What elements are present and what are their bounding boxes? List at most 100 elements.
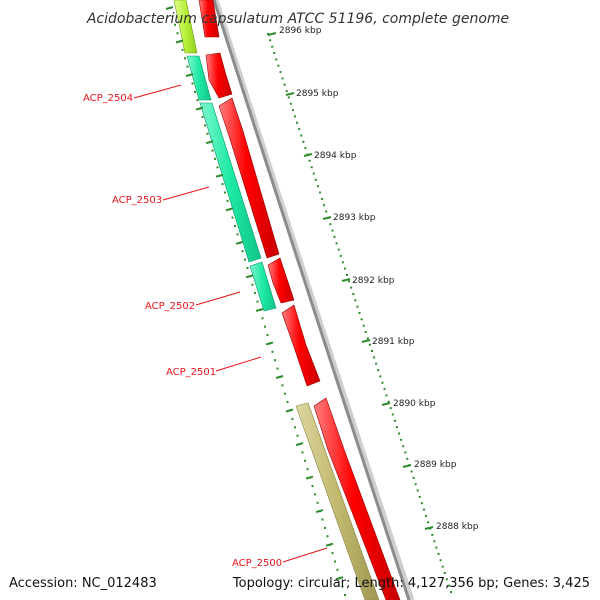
gene-label-acp-2502[interactable]: ACP_2502 bbox=[145, 301, 195, 312]
reverse-cds[interactable] bbox=[295, 402, 380, 600]
inner-ruler-dot bbox=[316, 501, 319, 504]
inner-ruler-tick bbox=[235, 240, 244, 245]
forward-strand-genes bbox=[198, 0, 401, 600]
ruler-dot bbox=[441, 565, 444, 568]
inner-ruler-tick bbox=[165, 6, 174, 10]
ruler-dot bbox=[343, 267, 346, 270]
ruler-dot bbox=[437, 553, 440, 555]
forward-cds[interactable] bbox=[198, 0, 220, 38]
inner-ruler-tick bbox=[185, 73, 194, 78]
reverse-cds[interactable] bbox=[249, 261, 277, 312]
ruler-dot bbox=[383, 388, 386, 391]
ruler-major-tick bbox=[381, 402, 391, 406]
backbone bbox=[212, 0, 411, 600]
inner-ruler-dot bbox=[241, 250, 244, 253]
ruler-dot bbox=[433, 540, 436, 543]
reverse-cds[interactable] bbox=[173, 0, 198, 54]
ruler-dot bbox=[356, 305, 359, 308]
inner-ruler-tick bbox=[325, 542, 334, 547]
inner-ruler-tick bbox=[335, 576, 344, 581]
ruler-dot bbox=[400, 438, 403, 441]
inner-ruler-dot bbox=[181, 48, 184, 51]
ruler-dot bbox=[289, 102, 292, 105]
ruler-major-tick bbox=[361, 339, 371, 343]
backbone-shadow bbox=[213, 0, 415, 600]
ruler-dot bbox=[387, 400, 390, 403]
inner-ruler-dot bbox=[274, 359, 276, 362]
inner-ruler-tick bbox=[225, 207, 234, 212]
forward-cds[interactable] bbox=[205, 52, 233, 99]
inner-ruler-dot bbox=[296, 434, 299, 437]
reverse-strand-genes bbox=[173, 0, 380, 600]
ruler-major-tick bbox=[402, 464, 412, 468]
ruler-dot bbox=[445, 578, 448, 581]
inner-ruler-dot bbox=[334, 560, 336, 563]
ruler-dot bbox=[398, 432, 400, 435]
ruler-dot bbox=[281, 77, 284, 80]
inner-ruler-dot bbox=[284, 392, 286, 395]
inner-ruler-dot bbox=[214, 157, 216, 160]
ruler-dot bbox=[358, 312, 361, 314]
inner-ruler-dot bbox=[324, 526, 326, 529]
ruler-dot bbox=[350, 286, 353, 289]
kbp-tick-label: 2892 kbp bbox=[352, 276, 395, 286]
gene-label-acp-2503[interactable]: ACP_2503 bbox=[112, 195, 162, 206]
forward-cds[interactable] bbox=[218, 97, 280, 259]
accession-text: Accession: NC_012483 bbox=[9, 576, 157, 591]
inner-ruler-dot bbox=[314, 493, 316, 496]
ruler-dot bbox=[425, 514, 427, 517]
inner-ruler-dot bbox=[246, 267, 249, 269]
inner-ruler-dot bbox=[266, 334, 269, 336]
inner-ruler-dot bbox=[201, 116, 204, 118]
ruler-dot bbox=[316, 185, 319, 188]
inner-ruler-tick bbox=[295, 442, 304, 447]
ruler-dot bbox=[275, 58, 278, 61]
ruler-dot bbox=[402, 445, 405, 448]
ruler-dot bbox=[450, 591, 452, 593]
inner-ruler-dot bbox=[286, 401, 289, 404]
inner-ruler-dot bbox=[204, 124, 206, 127]
ruler-dot bbox=[377, 369, 380, 372]
inner-ruler-tick bbox=[275, 375, 284, 379]
ruler-dot bbox=[319, 191, 321, 194]
kbp-tick-label: 2893 kbp bbox=[333, 213, 376, 223]
kbp-tick-label: 2895 kbp bbox=[296, 89, 339, 99]
inner-ruler-dot bbox=[306, 468, 309, 471]
ruler-dot bbox=[287, 96, 290, 99]
ruler-dot bbox=[395, 426, 398, 429]
forward-cds[interactable] bbox=[267, 257, 295, 304]
reverse-cds[interactable] bbox=[186, 55, 212, 101]
ruler-dot bbox=[325, 210, 328, 213]
inner-ruler-dot bbox=[254, 292, 256, 295]
kbp-tick-label: 2890 kbp bbox=[393, 399, 436, 409]
inner-ruler-dot bbox=[244, 258, 246, 261]
gene-label-acp-2501[interactable]: ACP_2501 bbox=[166, 367, 216, 378]
inner-ruler-dot bbox=[221, 183, 224, 186]
gene-label-acp-2500[interactable]: ACP_2500 bbox=[232, 558, 282, 569]
ruler-dot bbox=[333, 235, 336, 238]
ruler-dot bbox=[339, 254, 342, 257]
inner-ruler-tick bbox=[255, 307, 264, 312]
inner-ruler-dot bbox=[236, 233, 239, 236]
ruler-dot bbox=[302, 140, 305, 143]
ruler-dot bbox=[412, 476, 415, 479]
inner-ruler-dot bbox=[291, 417, 294, 420]
inner-ruler-tick bbox=[305, 475, 314, 480]
inner-ruler-tick bbox=[215, 173, 224, 178]
inner-ruler-tick bbox=[315, 509, 324, 514]
ruler-dot bbox=[283, 83, 286, 86]
ruler-dot bbox=[331, 229, 334, 232]
inner-ruler-dot bbox=[194, 90, 196, 93]
inner-ruler-dot bbox=[171, 15, 174, 18]
inner-ruler-dot bbox=[256, 300, 259, 303]
topology-summary: Topology: circular; Length: 4,127,356 bp… bbox=[232, 576, 590, 591]
ruler-dot bbox=[292, 109, 294, 112]
forward-cds[interactable] bbox=[281, 304, 321, 387]
ruler-dot bbox=[427, 521, 430, 524]
forward-cds[interactable] bbox=[313, 397, 401, 600]
inner-ruler-tick bbox=[175, 39, 184, 44]
inner-ruler-dot bbox=[326, 535, 329, 538]
inner-ruler-dot bbox=[211, 149, 214, 152]
gene-label-acp-2504[interactable]: ACP_2504 bbox=[83, 93, 133, 104]
ruler-dot bbox=[391, 413, 394, 416]
